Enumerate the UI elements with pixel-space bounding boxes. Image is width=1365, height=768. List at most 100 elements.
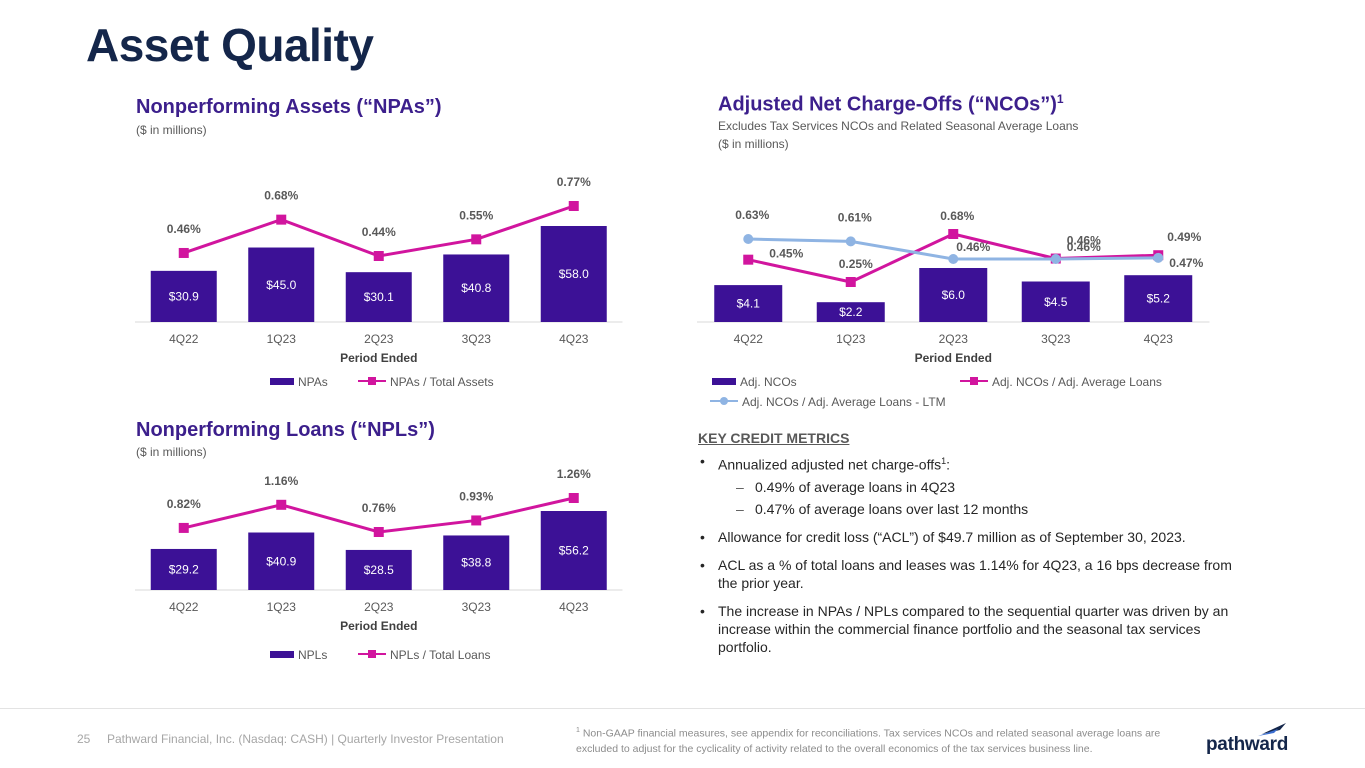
npa-bar-label: $58.0 bbox=[559, 267, 589, 281]
pathward-logo: pathward bbox=[1206, 720, 1292, 756]
metric-bullet-acl-pct: ACL as a % of total loans and leases was… bbox=[698, 556, 1238, 592]
npl-x-axis-title: Period Ended bbox=[340, 619, 417, 633]
nco-bar-2q23 bbox=[919, 268, 988, 322]
nco-chart-title-text: Adjusted Net Charge-Offs (“NCOs”) bbox=[718, 93, 1057, 116]
npl-bar-3q23 bbox=[443, 535, 510, 590]
metric-bullet-npa-increase: The increase in NPAs / NPLs compared to … bbox=[698, 602, 1238, 656]
nco-line-2-label: 0.46% bbox=[956, 240, 990, 254]
npa-line-1-label: 0.55% bbox=[459, 208, 493, 222]
npa-line-1-label: 0.77% bbox=[557, 175, 591, 189]
logo-text: pathward bbox=[1206, 734, 1289, 755]
npl-bar-1q23 bbox=[248, 532, 315, 590]
nco-bar-label: $6.0 bbox=[942, 288, 966, 302]
nco-line-1-label: 0.68% bbox=[940, 209, 974, 223]
npa-bar-label: $30.9 bbox=[169, 289, 199, 303]
npl-line-1-marker bbox=[373, 527, 384, 537]
nco-legend-swatch bbox=[712, 378, 736, 385]
npl-bar-label: $28.5 bbox=[364, 563, 394, 577]
npa-line-1-label: 0.46% bbox=[167, 222, 201, 236]
npl-bar-label: $29.2 bbox=[169, 562, 199, 576]
nco-line-1-marker bbox=[743, 254, 754, 265]
npa-bar-label: $40.8 bbox=[461, 281, 491, 295]
footnote-marker: 1 bbox=[576, 727, 580, 734]
nco-chart-subtitle-2: ($ in millions) bbox=[718, 137, 789, 151]
nco-line-2-marker bbox=[1050, 254, 1061, 264]
npa-tick-label: 4Q22 bbox=[169, 332, 199, 346]
metric-bullet-ncos: Annualized adjusted net charge-offs1: 0.… bbox=[698, 452, 1238, 518]
nco-legend-marker bbox=[720, 397, 728, 405]
npa-bar-4q23 bbox=[540, 226, 607, 322]
npa-line-1-marker bbox=[373, 251, 384, 261]
npa-tick-label: 1Q23 bbox=[267, 332, 297, 346]
npa-line-1-marker bbox=[471, 234, 482, 245]
metric-bullet-ncos-text: Annualized adjusted net charge-offs bbox=[718, 456, 942, 473]
nco-legend-label: Adj. NCOs / Adj. Average Loans bbox=[992, 375, 1162, 389]
key-credit-metrics-title: KEY CREDIT METRICS bbox=[698, 430, 850, 446]
nco-line-2-marker bbox=[743, 234, 754, 244]
npl-tick-label: 4Q23 bbox=[559, 600, 589, 614]
nco-tick-label: 1Q23 bbox=[836, 332, 866, 346]
npa-bar-4q22 bbox=[150, 270, 217, 322]
nco-bar-label: $5.2 bbox=[1147, 292, 1171, 306]
npl-bar-4q22 bbox=[150, 548, 217, 590]
nco-line-2-label: 0.63% bbox=[735, 208, 769, 222]
nco-line-2-marker bbox=[845, 236, 856, 247]
metric-colon: : bbox=[946, 456, 951, 473]
npa-chart-title: Nonperforming Assets (“NPAs”) bbox=[136, 96, 442, 118]
npl-legend-label: NPLs / Total Loans bbox=[390, 648, 491, 662]
npl-line-1-label: 0.76% bbox=[362, 501, 396, 515]
npl-tick-label: 4Q22 bbox=[169, 600, 199, 614]
npa-tick-label: 3Q23 bbox=[462, 332, 492, 346]
npl-line-1-marker bbox=[471, 515, 482, 526]
nco-line-2-label: 0.46% bbox=[1067, 240, 1101, 254]
nco-chart-title: Adjusted Net Charge-Offs (“NCOs”)1 bbox=[718, 92, 1064, 117]
npl-bar-label: $40.9 bbox=[266, 554, 296, 568]
metric-sub-4q23: 0.49% of average loans in 4Q23 bbox=[718, 478, 1238, 496]
nco-bar-4q22 bbox=[714, 285, 783, 322]
nco-line-2-marker bbox=[1153, 252, 1164, 263]
npl-line-1-label: 0.82% bbox=[167, 497, 201, 511]
npa-line-1-marker bbox=[178, 247, 189, 258]
metrics-list: Annualized adjusted net charge-offs1: 0.… bbox=[698, 452, 1238, 656]
npl-legend-marker bbox=[368, 650, 376, 658]
npa-tick-label: 4Q23 bbox=[559, 332, 589, 346]
npa-line-1-label: 0.68% bbox=[264, 189, 298, 203]
nco-legend-label: Adj. NCOs bbox=[740, 375, 797, 389]
metric-sub-ltm: 0.47% of average loans over last 12 mont… bbox=[718, 500, 1238, 518]
npl-line-1-marker bbox=[276, 499, 287, 510]
footer-text: Pathward Financial, Inc. (Nasdaq: CASH) … bbox=[107, 732, 504, 746]
nco-bar-label: $4.5 bbox=[1044, 295, 1068, 309]
npa-tick-label: 2Q23 bbox=[364, 332, 394, 346]
nco-line-1-label: 0.45% bbox=[769, 247, 803, 261]
npl-line-1-marker bbox=[178, 522, 189, 533]
npl-tick-label: 2Q23 bbox=[364, 600, 394, 614]
nco-line-2-marker bbox=[948, 254, 959, 264]
nco-bar-3q23 bbox=[1021, 281, 1090, 322]
npa-line-1-marker bbox=[276, 214, 287, 225]
key-credit-metrics: KEY CREDIT METRICS Annualized adjusted n… bbox=[698, 430, 1238, 666]
nco-bar-4q23 bbox=[1124, 275, 1193, 322]
nco-bar-label: $2.2 bbox=[839, 305, 863, 319]
npa-legend-marker bbox=[368, 377, 376, 385]
footer-divider bbox=[0, 708, 1365, 709]
npl-line-1-marker bbox=[568, 493, 579, 503]
npl-legend-label: NPLs bbox=[298, 648, 327, 662]
nco-line-1-label: 0.25% bbox=[839, 257, 873, 271]
npa-legend-swatch bbox=[270, 378, 294, 385]
npa-bar-label: $45.0 bbox=[266, 278, 296, 292]
nco-tick-label: 3Q23 bbox=[1041, 332, 1071, 346]
nco-line-2-label: 0.47% bbox=[1169, 256, 1203, 270]
npa-bar-1q23 bbox=[248, 247, 315, 322]
nco-x-axis-title: Period Ended bbox=[915, 351, 992, 365]
npa-chart-subtitle: ($ in millions) bbox=[136, 123, 207, 137]
nco-line-1-label: 0.49% bbox=[1167, 230, 1201, 244]
npa-line-1-label: 0.44% bbox=[362, 225, 396, 239]
nco-tick-label: 4Q22 bbox=[734, 332, 764, 346]
nco-line-1-label: 0.46% bbox=[1067, 234, 1101, 248]
npa-line-1-marker bbox=[568, 201, 579, 211]
npl-bar-label: $56.2 bbox=[559, 544, 589, 558]
nco-legend-label: Adj. NCOs / Adj. Average Loans - LTM bbox=[742, 395, 946, 409]
nco-bar-1q23 bbox=[816, 302, 885, 322]
